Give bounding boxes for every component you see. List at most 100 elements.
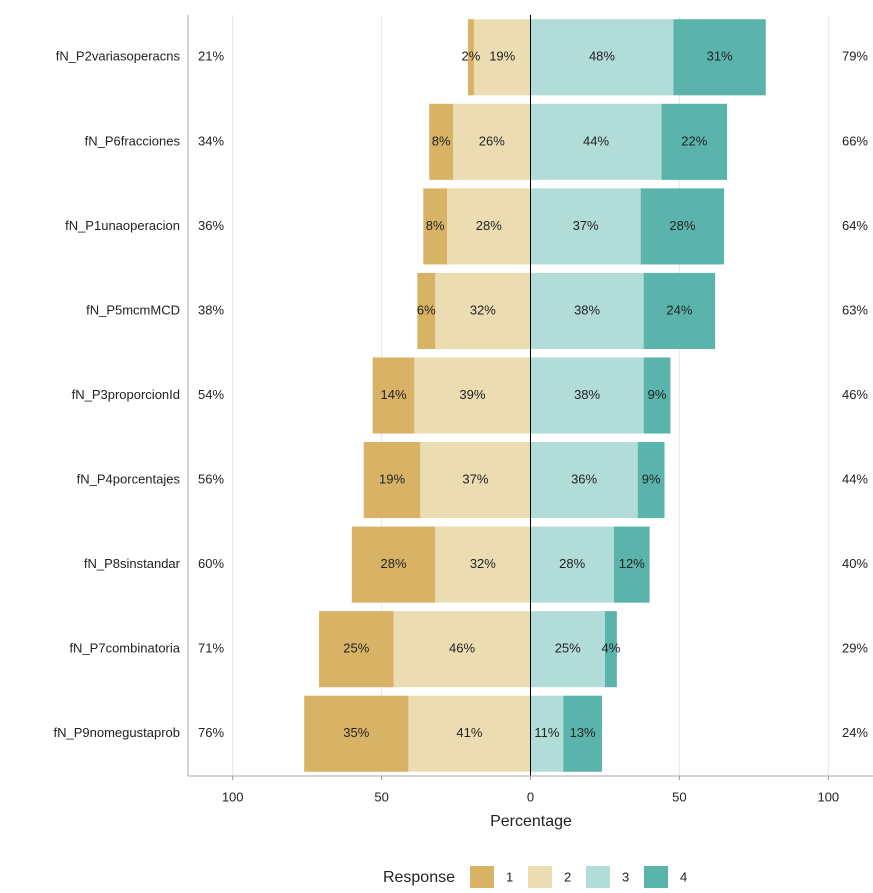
bar-segment bbox=[420, 442, 531, 519]
bar-segment bbox=[393, 611, 531, 688]
bar-segment bbox=[319, 611, 394, 688]
bar-segment bbox=[435, 272, 531, 349]
bar-segment bbox=[530, 103, 662, 180]
bar-segment bbox=[435, 526, 531, 603]
bar-segment bbox=[530, 357, 644, 434]
legend-label: 1 bbox=[506, 869, 513, 884]
data-label: 32% bbox=[470, 302, 496, 317]
bar-segment bbox=[643, 357, 671, 434]
y-tick-label: fN_P1unaoperacion bbox=[65, 218, 180, 233]
data-label: 8% bbox=[426, 218, 445, 233]
bar-segment bbox=[530, 272, 644, 349]
data-label: 22% bbox=[681, 133, 707, 148]
data-label: 11% bbox=[534, 725, 559, 740]
data-label: 2% bbox=[462, 49, 481, 64]
bar-segment bbox=[423, 188, 448, 265]
data-label: 35% bbox=[343, 725, 369, 740]
bar-segment bbox=[613, 526, 650, 603]
legend-swatch bbox=[528, 866, 552, 890]
bar-segment bbox=[563, 695, 602, 772]
bar-segment bbox=[530, 695, 564, 772]
y-tick-label: fN_P7combinatoria bbox=[69, 641, 180, 656]
data-label: 26% bbox=[479, 133, 505, 148]
y-tick-label: fN_P4porcentajes bbox=[77, 471, 181, 486]
right-total: 24% bbox=[842, 725, 868, 740]
data-label: 25% bbox=[555, 641, 581, 656]
right-total: 29% bbox=[842, 641, 868, 656]
data-label: 38% bbox=[574, 387, 600, 402]
data-label: 39% bbox=[459, 387, 485, 402]
right-total: 46% bbox=[842, 387, 868, 402]
bar-segment bbox=[604, 611, 617, 688]
legend-swatch bbox=[470, 866, 494, 890]
data-label: 6% bbox=[417, 302, 436, 317]
x-tick-label: 100 bbox=[222, 789, 244, 804]
x-tick-label: 100 bbox=[817, 789, 839, 804]
data-label: 36% bbox=[571, 471, 597, 486]
right-total: 63% bbox=[842, 302, 868, 317]
data-label: 32% bbox=[470, 556, 496, 571]
right-total: 64% bbox=[842, 218, 868, 233]
left-total: 38% bbox=[198, 302, 224, 317]
y-tick-label: fN_P8sinstandar bbox=[84, 556, 181, 571]
y-tick-label: fN_P9nomegustaprob bbox=[54, 725, 180, 740]
left-total: 34% bbox=[198, 133, 224, 148]
x-tick-label: 0 bbox=[527, 789, 534, 804]
right-total: 44% bbox=[842, 471, 868, 486]
legend-label: 3 bbox=[622, 869, 629, 884]
data-label: 28% bbox=[559, 556, 585, 571]
bar-segment bbox=[530, 19, 674, 96]
data-label: 25% bbox=[343, 641, 369, 656]
bar-segment bbox=[673, 19, 766, 96]
y-tick-label: fN_P6fracciones bbox=[85, 133, 181, 148]
x-tick-label: 50 bbox=[672, 789, 686, 804]
data-label: 28% bbox=[669, 218, 695, 233]
data-label: 48% bbox=[589, 49, 615, 64]
data-label: 31% bbox=[707, 49, 733, 64]
bar-segment bbox=[640, 188, 725, 265]
data-label: 14% bbox=[380, 387, 406, 402]
bar-segment bbox=[530, 442, 638, 519]
bar-segment bbox=[453, 103, 531, 180]
bar-segment bbox=[417, 272, 436, 349]
left-total: 36% bbox=[198, 218, 224, 233]
left-total: 76% bbox=[198, 725, 224, 740]
data-label: 28% bbox=[476, 218, 502, 233]
bar-segment bbox=[473, 19, 531, 96]
right-total: 66% bbox=[842, 133, 868, 148]
x-tick-label: 50 bbox=[374, 789, 388, 804]
data-label: 41% bbox=[456, 725, 482, 740]
legend-label: 2 bbox=[564, 869, 571, 884]
bar-segment bbox=[372, 357, 415, 434]
legend-label: 4 bbox=[680, 869, 687, 884]
data-label: 19% bbox=[379, 471, 405, 486]
bar-segment bbox=[643, 272, 716, 349]
left-total: 54% bbox=[198, 387, 224, 402]
data-label: 8% bbox=[432, 133, 451, 148]
data-label: 9% bbox=[642, 471, 661, 486]
bar-segment bbox=[304, 695, 409, 772]
data-label: 24% bbox=[666, 302, 692, 317]
data-label: 28% bbox=[380, 556, 406, 571]
bar-segment bbox=[637, 442, 665, 519]
data-label: 37% bbox=[573, 218, 599, 233]
bar-segment bbox=[351, 526, 436, 603]
bar-segment bbox=[429, 103, 454, 180]
right-total: 40% bbox=[842, 556, 868, 571]
y-tick-label: fN_P2variasoperacns bbox=[56, 49, 181, 64]
right-total: 79% bbox=[842, 49, 868, 64]
data-label: 13% bbox=[570, 725, 596, 740]
data-label: 46% bbox=[449, 641, 475, 656]
bar-segment bbox=[530, 188, 641, 265]
legend-title: Response bbox=[383, 869, 455, 886]
bar-segment bbox=[530, 526, 614, 603]
y-tick-label: fN_P5mcmMCD bbox=[86, 302, 180, 317]
left-total: 56% bbox=[198, 471, 224, 486]
left-total: 21% bbox=[198, 49, 224, 64]
data-label: 19% bbox=[489, 49, 515, 64]
data-label: 4% bbox=[602, 641, 621, 656]
bar-segment bbox=[661, 103, 728, 180]
legend-swatch bbox=[644, 866, 668, 890]
data-label: 44% bbox=[583, 133, 609, 148]
data-label: 9% bbox=[648, 387, 667, 402]
